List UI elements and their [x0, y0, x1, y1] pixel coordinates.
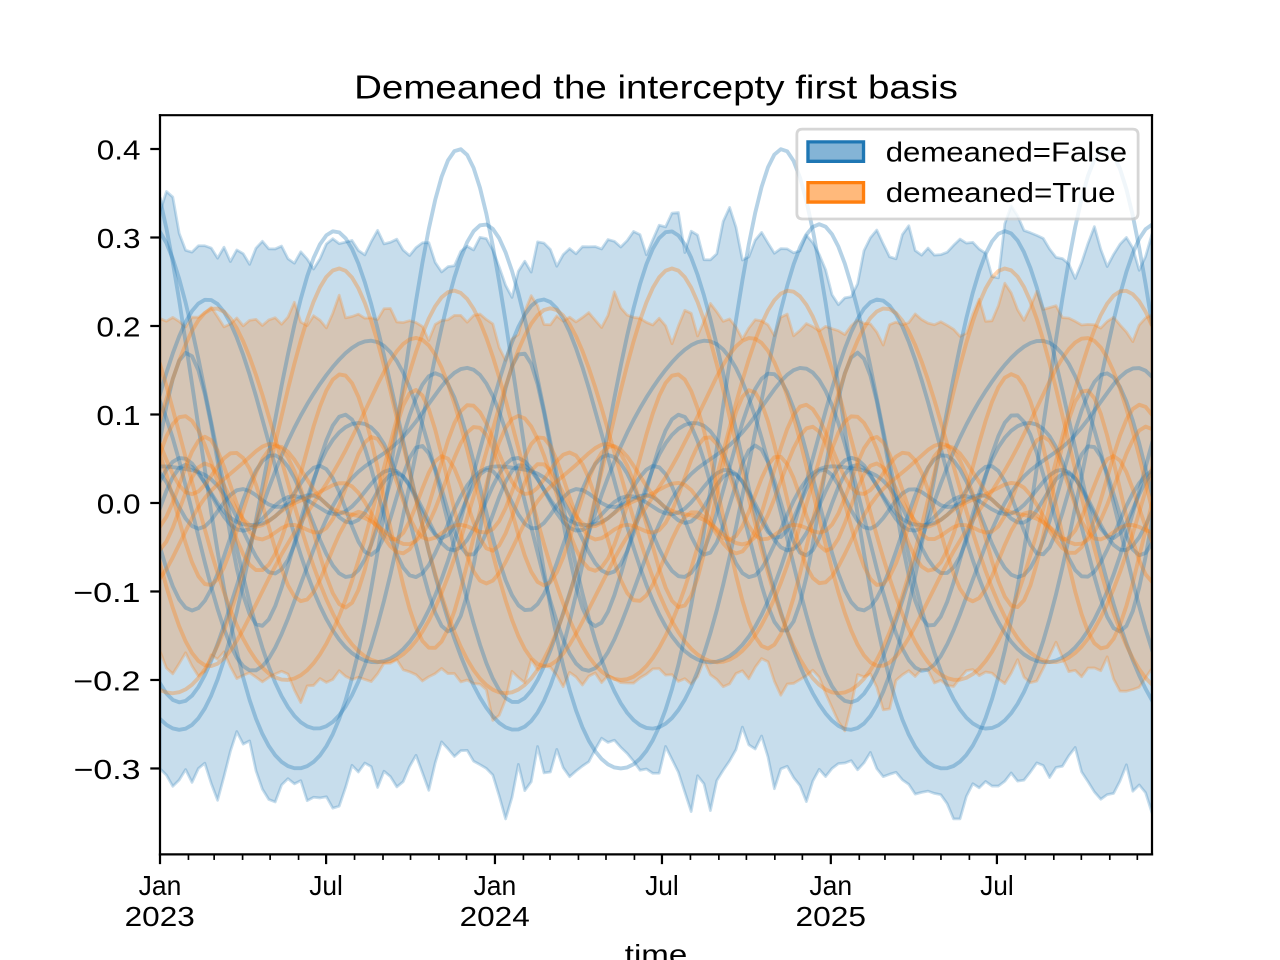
svg-text:Jan: Jan: [139, 870, 182, 901]
svg-text:2023: 2023: [125, 901, 195, 932]
svg-text:Jan: Jan: [474, 870, 517, 901]
svg-text:demeaned=True: demeaned=True: [886, 177, 1116, 208]
svg-text:Jul: Jul: [980, 870, 1014, 901]
svg-text:Demeaned the intercepty first: Demeaned the intercepty first basis: [354, 70, 958, 107]
svg-text:Jul: Jul: [645, 870, 679, 901]
svg-text:−0.1: −0.1: [73, 577, 140, 608]
svg-text:Jan: Jan: [809, 870, 852, 901]
svg-text:demeaned=False: demeaned=False: [886, 136, 1127, 167]
svg-text:0.0: 0.0: [97, 489, 141, 520]
svg-text:Jul: Jul: [309, 870, 343, 901]
svg-text:−0.2: −0.2: [73, 666, 140, 697]
svg-text:0.3: 0.3: [97, 223, 141, 254]
svg-text:0.4: 0.4: [97, 135, 141, 166]
svg-text:−0.3: −0.3: [74, 754, 141, 785]
svg-text:0.2: 0.2: [96, 312, 140, 343]
svg-text:2025: 2025: [795, 901, 866, 932]
svg-text:time: time: [625, 939, 688, 960]
svg-text:0.1: 0.1: [96, 400, 140, 431]
svg-text:2024: 2024: [460, 901, 530, 932]
